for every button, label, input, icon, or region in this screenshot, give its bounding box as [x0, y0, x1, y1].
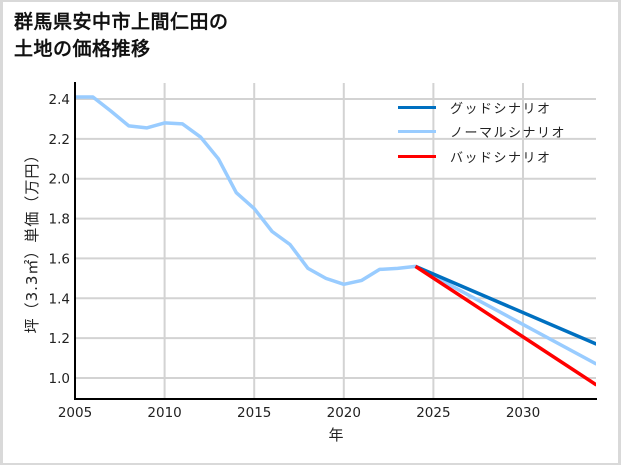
y-tick-label: 1.4 [49, 291, 70, 307]
legend-label-normal: ノーマルシナリオ [450, 126, 567, 142]
x-axis-label: 年 [328, 426, 343, 444]
legend: グッドシナリオ ノーマルシナリオ バッドシナリオ [398, 95, 588, 169]
y-tick-label: 1.0 [49, 371, 70, 387]
y-tick-label: 2.0 [49, 172, 70, 188]
chart-title: 群馬県安中市上間仁田の 土地の価格推移 [14, 11, 229, 60]
x-tick-label: 2030 [506, 405, 540, 421]
x-tick-label: 2020 [327, 405, 361, 421]
x-tick-label: 2010 [147, 405, 181, 421]
gridlines [75, 83, 596, 399]
x-tick-labels: 2005 2010 2015 2020 2025 2030 [58, 405, 540, 421]
series-line-good [414, 264, 596, 346]
legend-item-normal: ノーマルシナリオ [398, 120, 588, 145]
legend-swatch-bad [398, 154, 436, 158]
x-tick-label: 2015 [237, 405, 271, 421]
legend-item-good: グッドシナリオ [398, 95, 588, 120]
x-tick-label: 2025 [416, 405, 450, 421]
y-tick-label: 1.6 [49, 251, 70, 267]
y-axis-label: 坪（3.3㎡）単価（万円） [23, 147, 41, 334]
y-tick-label: 1.8 [49, 212, 70, 228]
series-line-normal [75, 95, 596, 366]
legend-item-bad: バッドシナリオ [398, 144, 588, 169]
axes [74, 82, 597, 400]
series-lines [75, 95, 596, 387]
x-tick-label: 2005 [58, 405, 92, 421]
legend-swatch-normal [398, 130, 436, 134]
series-line-bad [414, 264, 596, 387]
y-tick-label: 2.2 [49, 132, 70, 148]
legend-label-bad: バッドシナリオ [450, 150, 552, 166]
legend-label-good: グッドシナリオ [450, 101, 552, 117]
y-tick-label: 1.2 [49, 331, 70, 347]
y-tick-labels: 1.0 1.2 1.4 1.6 1.8 2.0 2.2 2.4 [49, 92, 70, 387]
legend-swatch-good [398, 105, 436, 109]
y-tick-label: 2.4 [49, 92, 70, 108]
